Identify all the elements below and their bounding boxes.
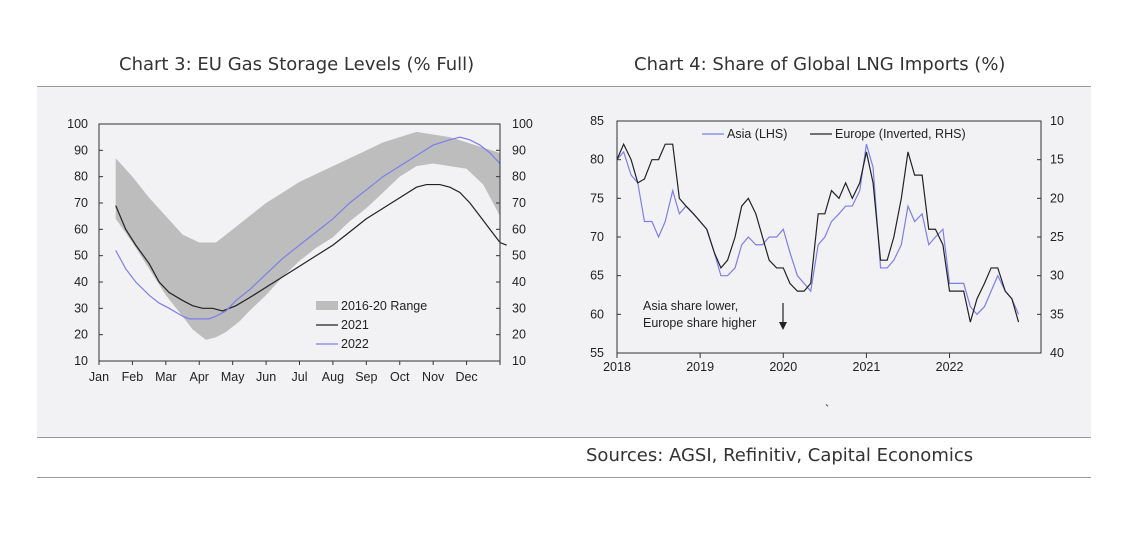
- y-tick-label-right: 35: [1050, 307, 1064, 321]
- y-tick-label-right: 10: [1050, 114, 1064, 128]
- y-tick-label-right: 40: [512, 275, 526, 289]
- y-tick-label-left: 30: [74, 301, 88, 315]
- y-tick-label-left: 60: [590, 307, 604, 321]
- y-tick-label-left: 85: [590, 114, 604, 128]
- x-tick-label: 2022: [936, 360, 964, 374]
- middle-divider: [37, 437, 1091, 438]
- x-tick-label: Jun: [256, 370, 276, 384]
- y-tick-label-left: 65: [590, 269, 604, 283]
- x-tick-label: 2020: [769, 360, 797, 374]
- y-tick-label-left: 55: [590, 346, 604, 360]
- y-tick-label-right: 90: [512, 143, 526, 157]
- y-tick-label-left: 70: [74, 196, 88, 210]
- legend-label-asia: Asia (LHS): [727, 127, 787, 141]
- annotation-arrow-head: [779, 322, 787, 330]
- legend-label-2021: 2021: [341, 318, 369, 332]
- x-tick-label: Mar: [155, 370, 177, 384]
- series-line-Europe (Inverted, RHS): [616, 142, 1020, 323]
- y-tick-label-left: 80: [590, 153, 604, 167]
- x-tick-label: 2018: [603, 360, 631, 374]
- x-tick-label: Feb: [122, 370, 144, 384]
- x-tick-label: Dec: [455, 370, 477, 384]
- x-tick-label: Jul: [292, 370, 308, 384]
- legend-label-range: 2016-20 Range: [341, 299, 427, 313]
- y-tick-label-left: 70: [590, 230, 604, 244]
- y-tick-label-left: 100: [67, 117, 88, 131]
- y-tick-label-left: 90: [74, 143, 88, 157]
- bottom-divider: [37, 477, 1091, 478]
- series-line-Asia (LHS): [616, 144, 1020, 316]
- y-tick-label-right: 10: [512, 354, 526, 368]
- legend-label-2022: 2022: [341, 337, 369, 351]
- y-tick-label-right: 80: [512, 170, 526, 184]
- x-tick-label: Nov: [422, 370, 445, 384]
- y-tick-label-right: 70: [512, 196, 526, 210]
- x-tick-label: 2021: [853, 360, 881, 374]
- y-tick-label-right: 15: [1050, 153, 1064, 167]
- stray-mark: `: [825, 403, 829, 417]
- y-tick-label-right: 25: [1050, 230, 1064, 244]
- x-tick-label: Apr: [190, 370, 209, 384]
- sources-text: Sources: AGSI, Refinitiv, Capital Econom…: [586, 445, 974, 466]
- y-tick-label-left: 75: [590, 191, 604, 205]
- y-tick-label-right: 100: [512, 117, 533, 131]
- y-tick-label-left: 40: [74, 275, 88, 289]
- y-tick-label-left: 60: [74, 222, 88, 236]
- y-tick-label-right: 40: [1050, 346, 1064, 360]
- legend-swatch-range: [316, 301, 338, 310]
- x-tick-label: Oct: [390, 370, 410, 384]
- y-tick-label-right: 30: [1050, 269, 1064, 283]
- range-band-2016-20: [115, 131, 500, 340]
- y-tick-label-left: 80: [74, 170, 88, 184]
- annotation-line-1: Asia share lower,: [643, 299, 738, 313]
- y-tick-label-right: 20: [512, 328, 526, 342]
- annotation-line-2: Europe share higher: [643, 316, 756, 330]
- x-tick-label: Aug: [322, 370, 344, 384]
- y-tick-label-right: 50: [512, 249, 526, 263]
- top-divider: [37, 86, 1091, 87]
- y-tick-label-left: 20: [74, 328, 88, 342]
- x-tick-label: 2019: [686, 360, 714, 374]
- x-tick-label: May: [221, 370, 245, 384]
- x-tick-label: Jan: [89, 370, 109, 384]
- y-tick-label-right: 20: [1050, 191, 1064, 205]
- chart4-title: Chart 4: Share of Global LNG Imports (%): [634, 54, 1006, 75]
- chart3-title: Chart 3: EU Gas Storage Levels (% Full): [119, 54, 475, 75]
- x-tick-label: Sep: [355, 370, 377, 384]
- y-tick-label-left: 50: [74, 249, 88, 263]
- series-line-2021: [115, 183, 507, 312]
- y-tick-label-left: 10: [74, 354, 88, 368]
- y-tick-label-right: 60: [512, 222, 526, 236]
- y-tick-label-right: 30: [512, 301, 526, 315]
- legend-label-europe: Europe (Inverted, RHS): [835, 127, 966, 141]
- series-line-2022: [115, 136, 501, 320]
